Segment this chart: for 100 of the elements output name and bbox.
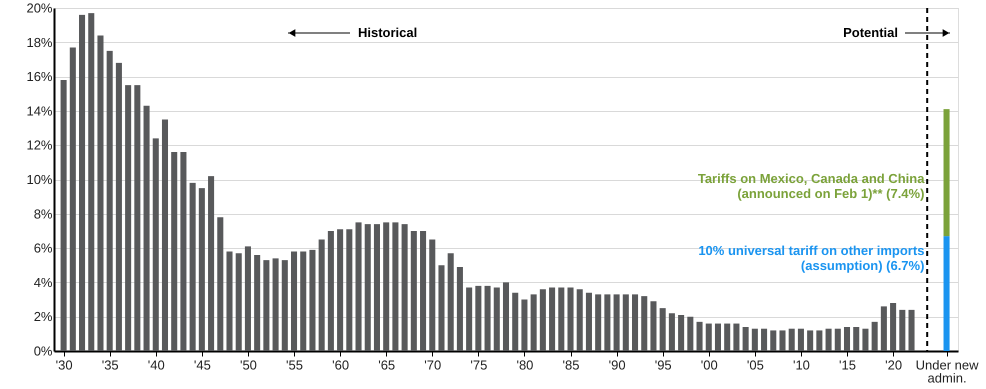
x-tick-label: '60 — [332, 358, 350, 372]
bar — [420, 230, 426, 351]
bar — [944, 236, 950, 351]
bar — [844, 326, 850, 351]
x-tick-label: '65 — [378, 358, 396, 372]
bar — [752, 328, 758, 351]
bar — [484, 286, 491, 351]
bar — [687, 316, 694, 351]
x-tick-label: '75 — [470, 358, 488, 372]
x-tick-label: '95 — [654, 358, 672, 372]
x-tick-label: '85 — [562, 358, 580, 372]
bar — [162, 119, 168, 351]
x-tick-label: '30 — [56, 358, 73, 372]
bar — [614, 294, 620, 351]
bar — [595, 294, 602, 351]
bar — [475, 286, 482, 351]
bar — [604, 294, 610, 351]
bar — [97, 35, 104, 351]
y-tick-label: 2% — [34, 309, 53, 324]
bar — [586, 292, 592, 351]
bar — [549, 288, 556, 351]
bar — [696, 322, 703, 351]
bar — [328, 230, 334, 351]
bar — [282, 260, 288, 351]
x-tick-label: '05 — [746, 358, 764, 372]
bar — [190, 182, 196, 351]
bar — [346, 229, 352, 351]
bar — [761, 328, 768, 351]
bar — [899, 310, 906, 351]
bar — [226, 252, 233, 351]
x-tick-label: '55 — [286, 358, 303, 372]
bar — [152, 138, 159, 351]
bar — [144, 106, 150, 351]
bar — [706, 324, 712, 351]
bar — [576, 289, 583, 351]
bar — [208, 176, 214, 351]
bar — [798, 328, 804, 351]
x-tick-label: '90 — [608, 358, 626, 372]
bar — [429, 240, 436, 351]
bar — [494, 288, 500, 351]
x-tick-label: '20 — [885, 358, 902, 372]
x-tick-label: '40 — [148, 358, 165, 372]
bar — [374, 224, 380, 351]
bar — [106, 50, 113, 351]
bar — [171, 152, 178, 351]
bar — [779, 330, 786, 351]
bar — [872, 322, 878, 351]
bar — [944, 109, 950, 236]
bar — [853, 326, 860, 351]
x-tick-label: '80 — [516, 358, 534, 372]
bar — [383, 222, 390, 351]
bar — [456, 266, 463, 351]
bar — [632, 294, 638, 351]
bar — [79, 14, 86, 351]
bar — [356, 222, 362, 351]
y-tick-label: 4% — [34, 274, 53, 290]
bar — [862, 328, 868, 351]
bar — [660, 308, 666, 351]
bar — [512, 292, 518, 351]
bar — [502, 282, 510, 351]
bar — [521, 300, 528, 351]
x-tick-label: '35 — [102, 358, 119, 372]
series-label: Tariffs on Mexico, Canada and China (announced on Feb 1)** (7.4%) — [698, 170, 926, 201]
bar — [678, 314, 684, 351]
y-tick-label: 0% — [34, 344, 53, 358]
x-tick-label: '00 — [700, 358, 718, 372]
bar — [198, 188, 205, 351]
bar — [650, 301, 656, 351]
bar — [402, 224, 408, 351]
bar — [742, 326, 749, 351]
bar — [530, 294, 537, 351]
annotation: Historical — [358, 25, 418, 40]
bar — [410, 230, 417, 351]
y-tick-label: 6% — [34, 240, 53, 256]
bar — [908, 310, 915, 351]
bar — [834, 328, 841, 351]
bar — [337, 229, 344, 351]
y-tick-label: 10% — [26, 172, 53, 187]
bar — [558, 288, 564, 351]
bar — [125, 85, 132, 351]
bar — [88, 13, 94, 351]
bar — [770, 330, 776, 351]
bar — [540, 289, 546, 351]
bar — [318, 240, 325, 351]
bar — [466, 288, 472, 351]
bar — [290, 252, 298, 351]
x-tick-label: '50 — [240, 358, 257, 372]
bar — [236, 253, 242, 351]
x-tick-label: '45 — [194, 358, 211, 372]
bar — [448, 253, 454, 351]
x-tick-label: '10 — [792, 358, 810, 372]
bar — [60, 80, 67, 351]
bar — [733, 324, 740, 351]
bar — [807, 330, 814, 351]
bar — [567, 288, 574, 351]
y-tick-label: 14% — [26, 103, 53, 118]
bar — [134, 85, 140, 351]
bar — [724, 324, 730, 351]
x-tick-label: Under new admin. — [916, 358, 980, 386]
y-tick-label: 12% — [26, 138, 53, 153]
